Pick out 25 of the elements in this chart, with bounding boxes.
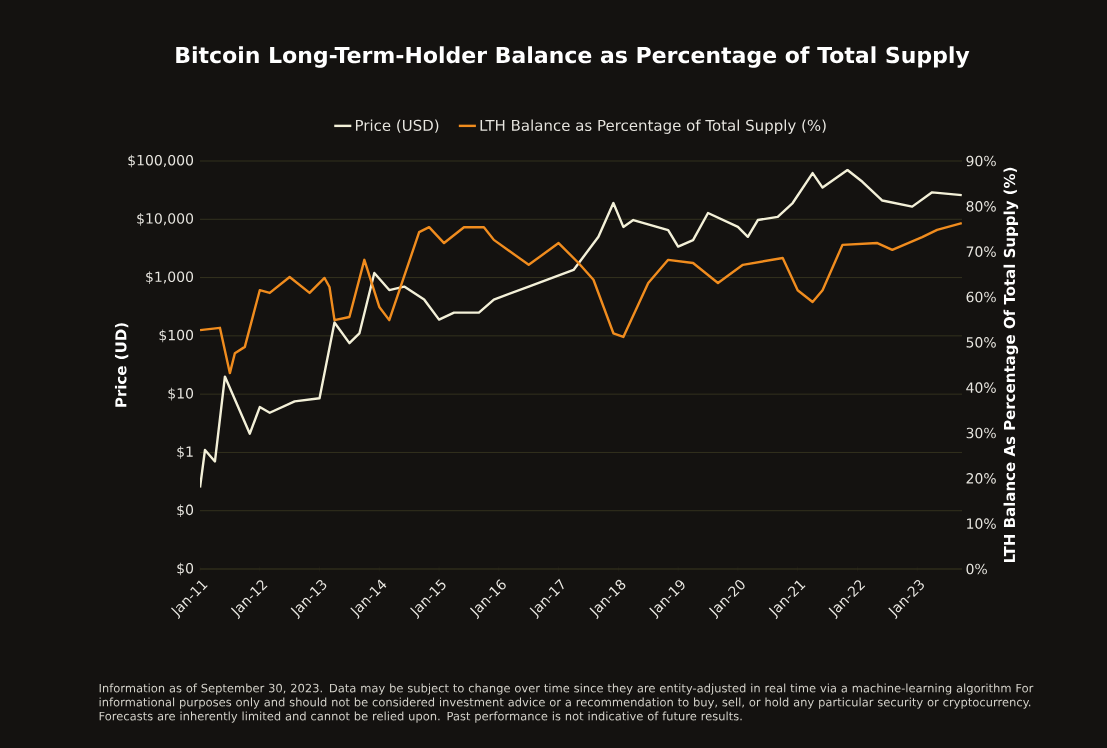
chart-title: Bitcoin Long-Term-Holder Balance as Percentage of Total Supply	[176, 46, 970, 68]
y2-tick-label: 40%	[966, 382, 996, 393]
y2-tick-label: 0%	[966, 563, 987, 575]
y2-tick-label: 20%	[966, 473, 996, 484]
y2-tick-label: 30%	[966, 427, 996, 439]
y2-tick-label: 60%	[966, 291, 996, 303]
y-tick-label: $0	[177, 562, 194, 576]
y2-tick-label: 80%	[966, 201, 996, 212]
y-tick-label: $10	[168, 387, 194, 401]
y-tick-label: $100,000	[128, 154, 194, 168]
legend-label: Price (USD)	[355, 119, 439, 133]
y-tick-label: $1,000	[146, 271, 194, 284]
y-tick-label: $100	[159, 329, 194, 343]
y-tick-label: $1	[177, 446, 193, 459]
y2-axis-title: LTH Balance As Percentage Of Total Supply (%)	[1003, 167, 1019, 563]
y-tick-label: $0	[177, 504, 194, 518]
text: Information as of September 30, 2023. Data may be subject to change over time since they are entity-adjusted in real time via a machine-learning algorithm For informational purposes only and should not be considered investment advice or a recommendation to buy, sell, or hold any particular security or cryptocurrency. Forecasts are inherently limited and cannot be relied upon. Past performance is not indicative of future results.	[99, 683, 1034, 723]
y2-tick-label: 50%	[966, 337, 996, 348]
line-series	[200, 221, 963, 375]
y2-tick-label: 70%	[966, 246, 996, 257]
legend-label: LTH Balance as Percentage of Total Supply (%)	[480, 119, 826, 134]
y-tick-label: $10,000	[137, 212, 194, 226]
y-axis-title: Price (UD)	[114, 323, 129, 407]
y2-tick-label: 10%	[967, 518, 996, 529]
y2-tick-label: 90%	[966, 155, 996, 167]
